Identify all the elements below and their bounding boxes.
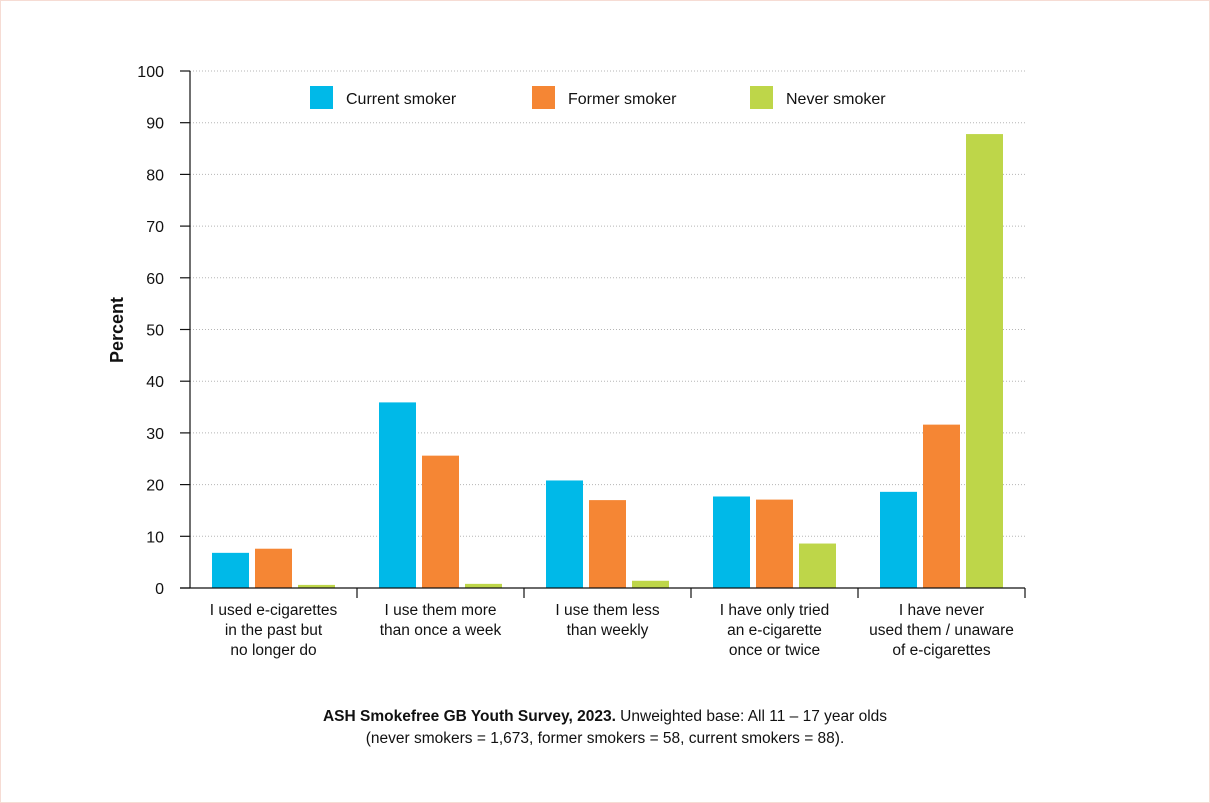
bar-never-smoker	[465, 583, 502, 588]
bar-current-smoker	[713, 496, 750, 588]
caption-line-2: (never smokers = 1,673, former smokers =…	[365, 730, 845, 747]
grid-lines	[190, 70, 1025, 537]
bar-current-smoker	[880, 491, 917, 588]
y-tick-label: 30	[146, 426, 164, 443]
x-tick-label: I use them more	[385, 602, 497, 619]
y-tick-labels: 0 10 20 30 40 50 60 70 80 90 100	[137, 64, 164, 598]
x-tick-label: I use them less	[555, 602, 659, 619]
bar-never-smoker	[632, 580, 669, 588]
bar-former-smoker	[422, 455, 459, 588]
caption-line-1: ASH Smokefree GB Youth Survey, 2023. Unw…	[0, 706, 1210, 728]
x-tick-label: used them / unaware	[869, 622, 1014, 639]
bar-current-smoker	[379, 402, 416, 588]
x-tick-label: I used e-cigarettes	[210, 602, 338, 619]
x-tick-label: no longer do	[230, 642, 316, 659]
bar-never-smoker	[298, 584, 335, 588]
x-tick-label: than once a week	[380, 622, 502, 639]
bar-never-smoker	[966, 134, 1003, 588]
legend-swatch	[750, 86, 773, 109]
figure-caption: ASH Smokefree GB Youth Survey, 2023. Unw…	[0, 706, 1210, 750]
y-tick-label: 40	[146, 374, 164, 391]
x-tick-label: an e-cigarette	[727, 622, 822, 639]
bar-never-smoker	[799, 543, 836, 588]
bar-former-smoker	[756, 499, 793, 588]
x-tick-label: I have only tried	[720, 602, 829, 619]
y-tick-label: 20	[146, 478, 164, 495]
y-tick-label: 70	[146, 219, 164, 236]
y-tick-label: 100	[137, 64, 164, 81]
caption-source: ASH Smokefree GB Youth Survey, 2023.	[322, 708, 616, 725]
bars	[212, 134, 1003, 588]
bar-current-smoker	[212, 552, 249, 588]
y-tick-label: 50	[146, 323, 164, 340]
x-tick-label: I have never	[899, 602, 984, 619]
bar-former-smoker	[589, 500, 626, 588]
y-tick-label: 60	[146, 271, 164, 288]
legend-label: Former smoker	[568, 91, 677, 108]
legend-swatch	[310, 86, 333, 109]
legend-label: Never smoker	[786, 91, 886, 108]
x-tick-label: once or twice	[729, 642, 820, 659]
y-tick-label: 90	[146, 116, 164, 133]
bar-former-smoker	[923, 424, 960, 588]
legend-label: Current smoker	[346, 91, 457, 108]
bar-chart: 0 10 20 30 40 50 60 70 80 90 100 I used e-cigarett…	[107, 64, 1026, 659]
y-tick-label: 10	[146, 529, 164, 546]
caption-base: Unweighted base: All 11 – 17 year olds	[615, 708, 888, 725]
bar-former-smoker	[255, 548, 292, 588]
y-tick-label: 80	[146, 167, 164, 184]
axes	[180, 70, 1026, 598]
y-tick-label: 0	[155, 581, 164, 598]
x-tick-labels: I used e-cigarettes in the past but no lon…	[210, 602, 1014, 659]
legend: Current smoker Former smoker Never smoker	[310, 86, 886, 109]
x-tick-label: in the past but	[225, 622, 323, 639]
y-axis-label: Percent	[107, 297, 127, 363]
bar-current-smoker	[546, 480, 583, 588]
x-tick-label: than weekly	[567, 622, 649, 639]
legend-swatch	[532, 86, 555, 109]
x-tick-label: of e-cigarettes	[892, 642, 990, 659]
